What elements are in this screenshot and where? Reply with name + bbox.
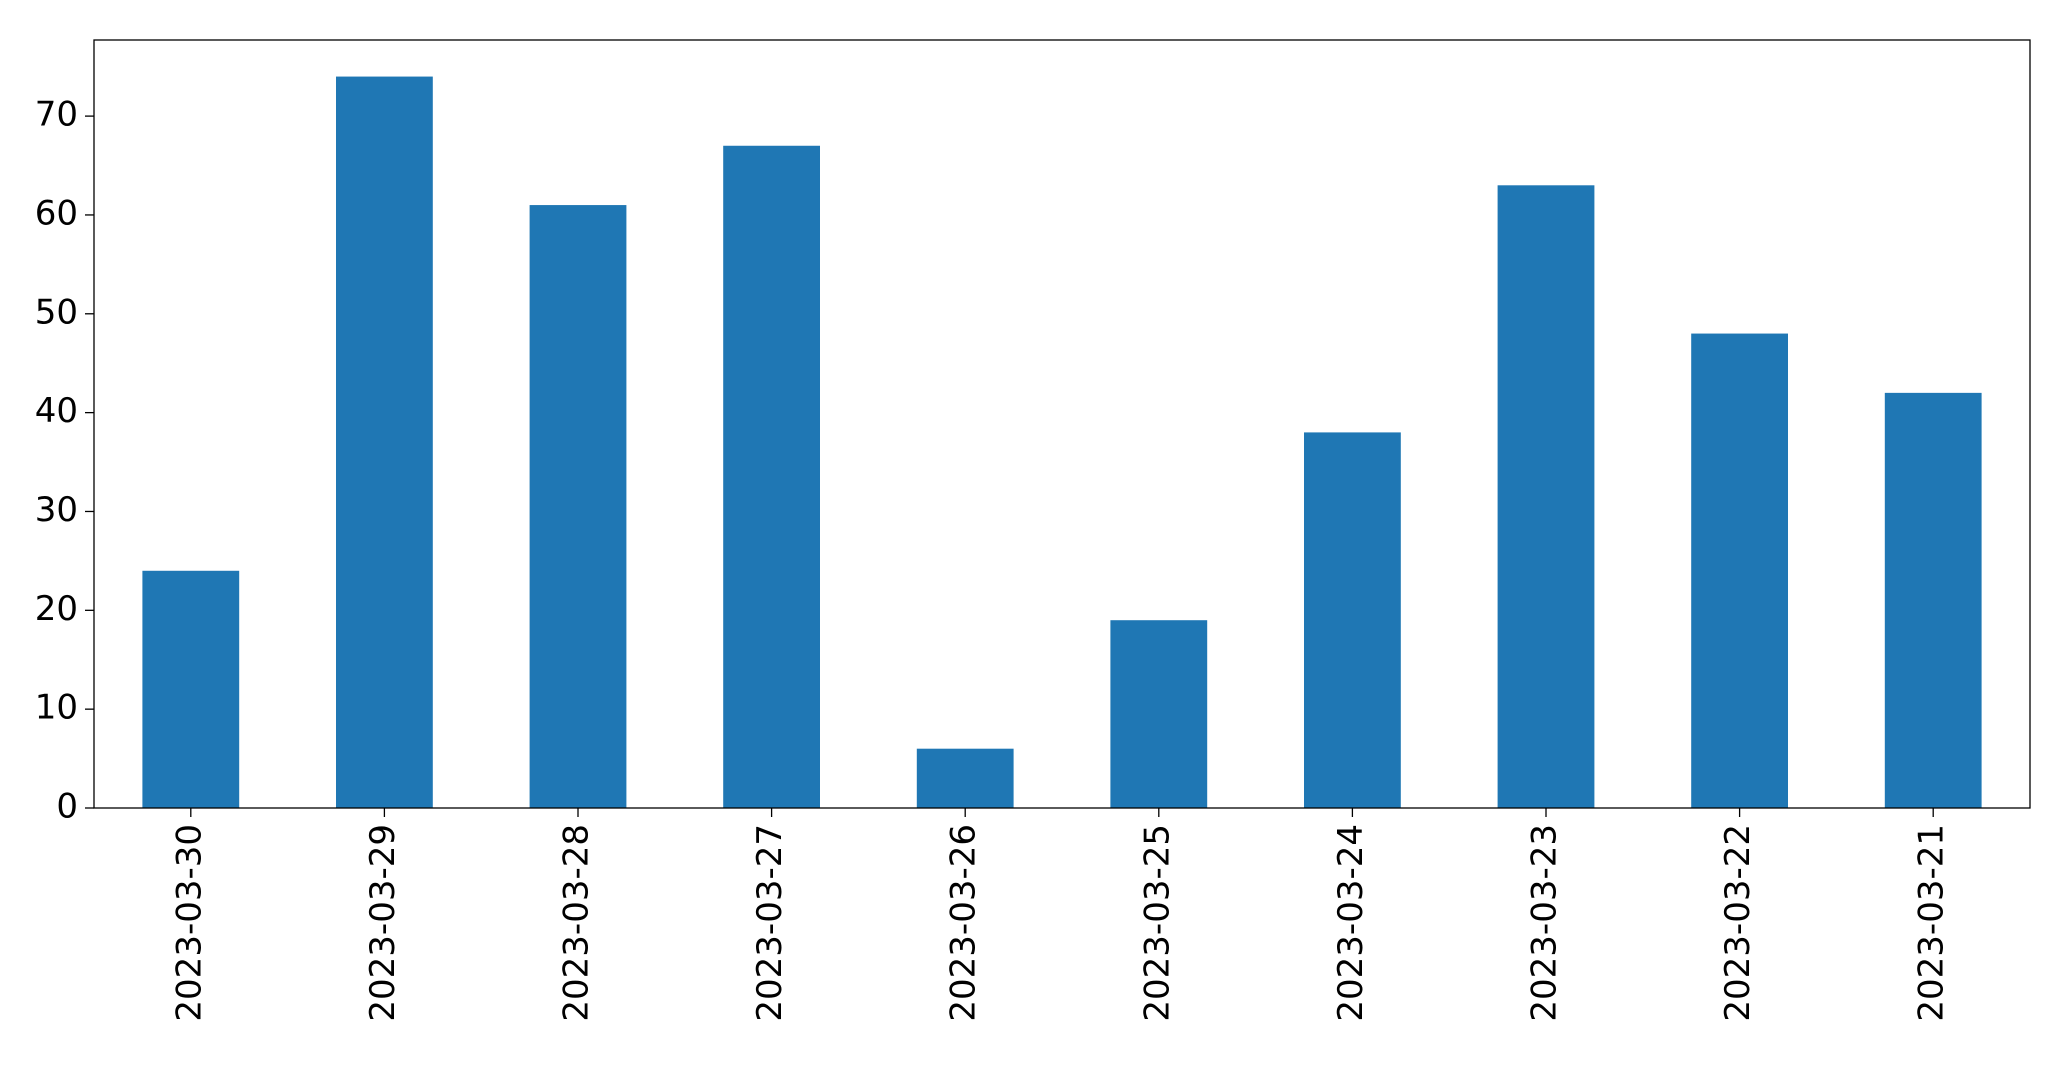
bar <box>916 748 1014 808</box>
bar <box>529 205 627 808</box>
x-tick-label: 2023-03-25 <box>1137 824 1177 1022</box>
bar <box>1497 185 1595 808</box>
y-tick-label: 60 <box>35 193 78 233</box>
y-tick-label: 50 <box>35 292 78 332</box>
bar <box>336 76 433 809</box>
y-tick-label: 70 <box>35 95 78 135</box>
bar <box>723 145 820 808</box>
bar <box>1110 620 1208 808</box>
x-tick-label: 2023-03-26 <box>944 824 984 1022</box>
y-tick-label: 20 <box>35 589 78 629</box>
y-tick-label: 0 <box>56 787 78 827</box>
x-tick-label: 2023-03-30 <box>169 824 209 1022</box>
x-tick-label: 2023-03-24 <box>1331 824 1371 1022</box>
x-tick-label: 2023-03-29 <box>363 824 403 1022</box>
x-tick-label: 2023-03-28 <box>557 824 597 1022</box>
plot-frame <box>93 39 2031 809</box>
x-tick-label: 2023-03-27 <box>750 824 790 1022</box>
bar <box>1884 392 1982 808</box>
bar <box>1304 432 1401 808</box>
x-tick-label: 2023-03-23 <box>1525 824 1565 1022</box>
x-tick-label: 2023-03-22 <box>1718 824 1758 1022</box>
y-tick-label: 30 <box>35 490 78 530</box>
x-tick-label: 2023-03-21 <box>1912 824 1952 1022</box>
y-tick-label: 10 <box>35 688 78 728</box>
bar <box>1691 333 1788 808</box>
bar <box>142 570 240 808</box>
y-tick-label: 40 <box>35 391 78 431</box>
